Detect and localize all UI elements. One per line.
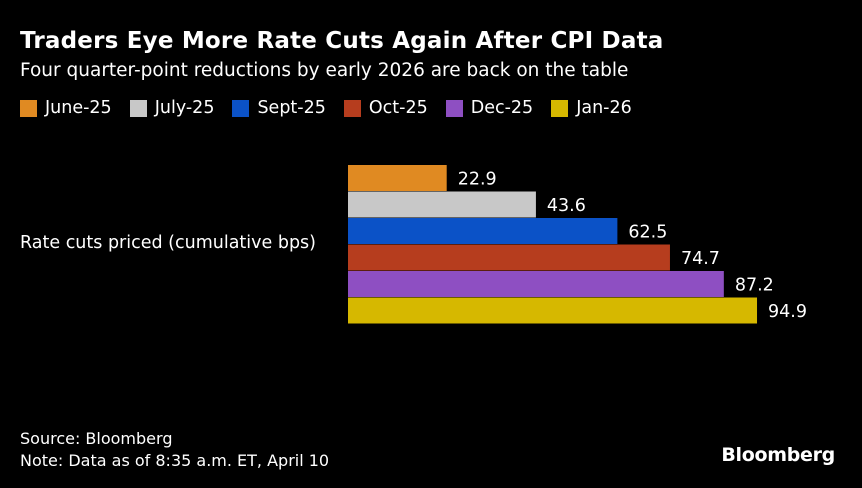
legend-item-oct-25: Oct-25 [343, 98, 428, 118]
legend-label: Oct-25 [368, 98, 428, 118]
legend-label: July-25 [154, 98, 215, 118]
legend-item-dec-25: Dec-25 [445, 98, 534, 118]
data-label-dec-25: 87.2 [735, 275, 774, 295]
bar-jan-26 [348, 297, 758, 324]
legend-swatch [343, 99, 361, 117]
legend-item-june-25: June-25 [20, 98, 112, 118]
source-text: Source: Bloomberg [20, 429, 173, 448]
category-label: Rate cuts priced (cumulative bps) [20, 233, 317, 253]
legend-swatch [551, 99, 569, 117]
data-label-oct-25: 74.7 [681, 249, 720, 269]
legend-item-july-25: July-25 [129, 98, 215, 118]
data-label-june-25: 22.9 [458, 169, 497, 189]
chart-subtitle: Four quarter-point reductions by early 2… [20, 60, 629, 81]
legend-swatch [445, 99, 463, 117]
source-note: Source: Bloomberg Note: Data as of 8:35 … [20, 428, 329, 472]
bar-sept-25 [348, 218, 618, 244]
legend-swatch [20, 99, 37, 117]
bar-dec-25 [348, 271, 724, 297]
data-label-jan-26: 94.9 [768, 302, 807, 322]
legend-item-jan-26: Jan-26 [551, 98, 632, 118]
data-label-july-25: 43.6 [547, 196, 586, 216]
bar-july-25 [348, 191, 536, 218]
chart-title: Traders Eye More Rate Cuts Again After C… [20, 28, 664, 54]
legend-label: Dec-25 [470, 98, 534, 118]
bloomberg-logo: Bloomberg [721, 444, 835, 466]
legend-swatch [129, 99, 147, 117]
legend-swatch [232, 99, 250, 117]
legend-label: June-25 [45, 98, 112, 118]
legend-item-sept-25: Sept-25 [232, 98, 326, 118]
bar-oct-25 [348, 244, 670, 271]
bar-june-25 [348, 165, 447, 191]
legend: June-25 July-25 Sept-25 Oct-25 Dec-25 Jan-26 [20, 98, 650, 118]
note-text: Note: Data as of 8:35 a.m. ET, April 10 [20, 451, 330, 470]
legend-label: Jan-26 [576, 98, 632, 118]
legend-label: Sept-25 [257, 98, 326, 118]
data-label-sept-25: 62.5 [628, 222, 667, 242]
